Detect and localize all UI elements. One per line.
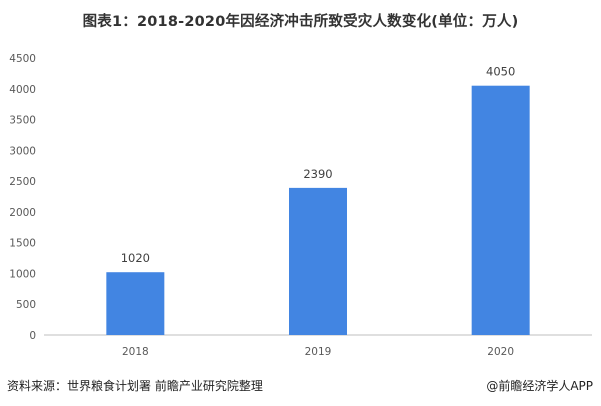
chart-title: 图表1：2018-2020年因经济冲击所致受灾人数变化(单位：万人) (82, 14, 519, 30)
bar (471, 85, 530, 335)
bar (289, 187, 347, 335)
source-note: 资料来源：世界粮食计划署 前瞻产业研究院整理 (7, 379, 263, 393)
bars: 1020 2390 4050 (106, 65, 530, 335)
credit-note: @前瞻经济学人APP (486, 379, 593, 393)
x-tick-label: 2020 (487, 346, 514, 358)
y-tick-label: 2500 (9, 176, 36, 188)
y-tick-label: 4500 (9, 53, 36, 65)
data-label: 2390 (303, 167, 332, 181)
data-label: 1020 (121, 251, 150, 265)
y-axis: 0 500 1000 1500 2000 2500 3000 3500 4000 4500 (9, 53, 36, 342)
y-tick-label: 1000 (9, 268, 36, 280)
data-label: 4050 (486, 65, 515, 79)
x-axis: 2018 2019 2020 (122, 346, 514, 358)
x-tick-label: 2018 (122, 346, 149, 358)
bar (106, 272, 165, 335)
x-tick-label: 2019 (305, 346, 332, 358)
y-tick-label: 2000 (9, 207, 36, 219)
y-tick-label: 1500 (9, 238, 36, 250)
y-tick-label: 3500 (9, 115, 36, 127)
y-tick-label: 0 (29, 330, 36, 342)
y-tick-label: 3000 (9, 145, 36, 157)
y-tick-label: 500 (16, 299, 36, 311)
y-tick-label: 4000 (9, 84, 36, 96)
